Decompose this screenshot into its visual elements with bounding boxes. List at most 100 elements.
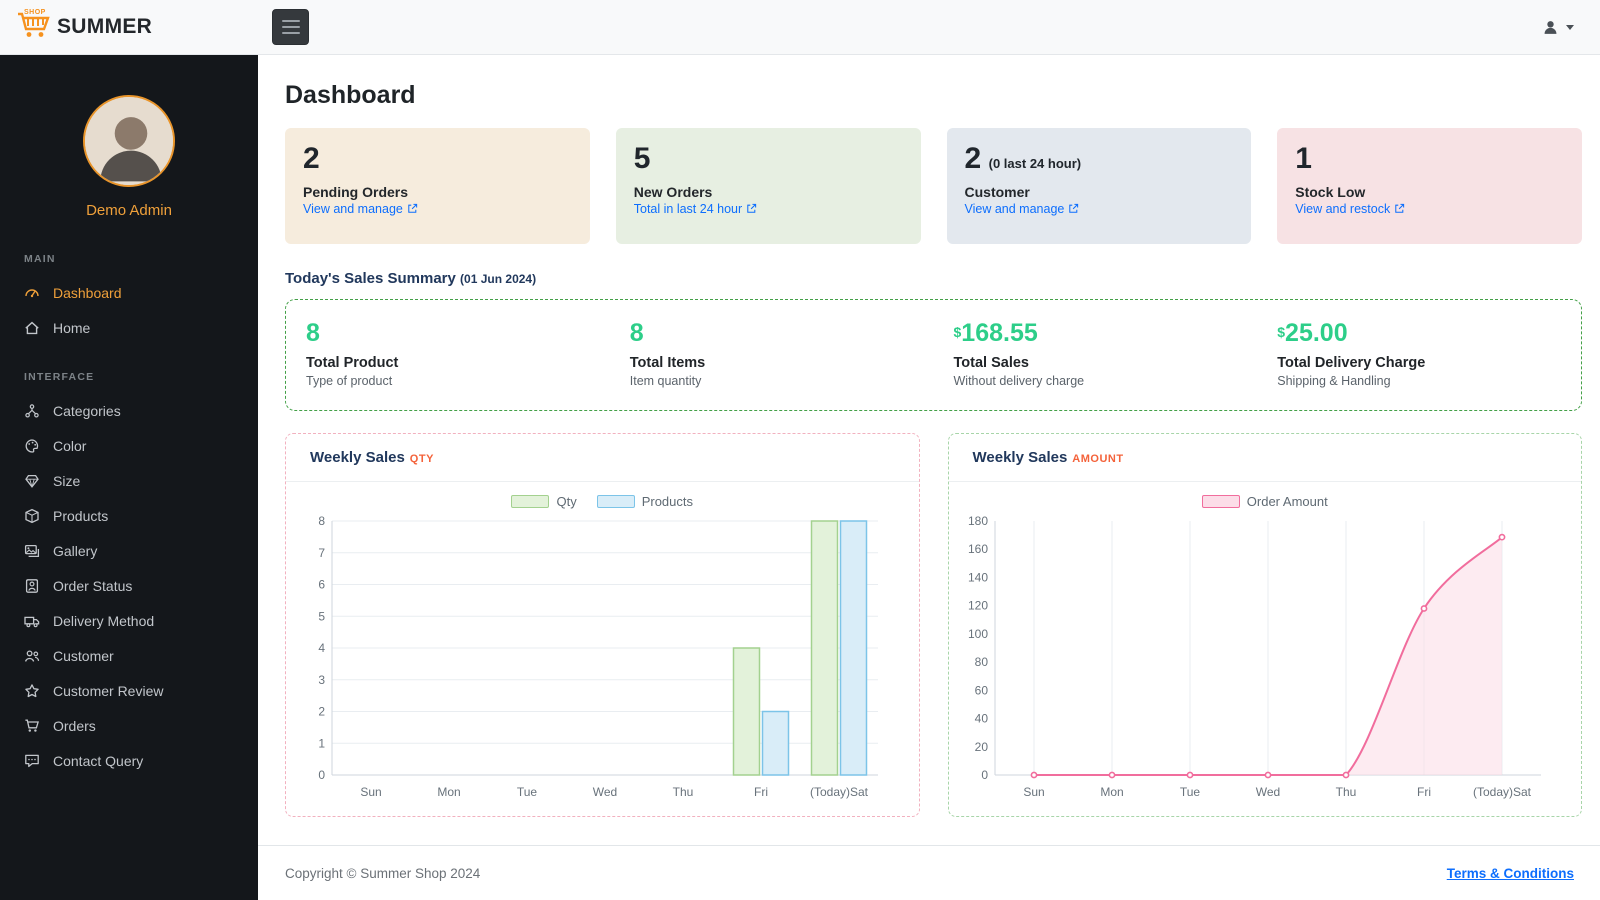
sidebar-item-label: Categories <box>53 402 121 419</box>
svg-text:Mon: Mon <box>437 785 460 799</box>
legend-swatch <box>596 494 635 508</box>
sidebar-item-contact-query[interactable]: Contact Query <box>0 743 258 778</box>
weekly-sales-amount-card: Weekly Sales AMOUNT Order Amount 0 20 40 60 8… <box>947 432 1582 817</box>
profile-block: Demo Admin <box>0 55 258 227</box>
legend-label: Products <box>641 493 694 509</box>
chart-header: Weekly Sales QTY <box>286 434 919 482</box>
amount-line-chart: 0 20 40 60 80 100 120 140 160 180 Sun Mon Tue Wed Thu F… <box>949 509 1582 816</box>
metric-total-sales: $168.55 Total Sales Without delivery cha… <box>934 316 1258 392</box>
sales-summary-heading: Today's Sales Summary (01 Jun 2024) <box>285 270 537 287</box>
svg-text:3: 3 <box>318 672 325 686</box>
logo-shop-text: SHOP <box>24 9 46 16</box>
charts-row: Weekly Sales QTY Qty Products 0 1 2 3 4 5 6 7 8 Sun… <box>285 432 1582 817</box>
stat-card-stock-low: 1 Stock Low View and restock <box>1277 128 1582 244</box>
user-menu[interactable] <box>1542 19 1574 36</box>
palette-icon <box>25 438 39 453</box>
sidebar-toggle-button[interactable] <box>272 9 309 45</box>
stat-card-pending-orders: 2 Pending Orders View and manage <box>285 128 590 244</box>
svg-text:(Today)Sat: (Today)Sat <box>810 785 869 799</box>
person-badge-icon <box>25 578 39 593</box>
external-link-icon <box>408 203 417 213</box>
metric-value: $168.55 <box>953 319 1038 347</box>
svg-text:Fri: Fri <box>754 785 768 799</box>
svg-text:80: 80 <box>974 655 988 669</box>
view-and-manage-link[interactable]: View and manage <box>303 202 418 216</box>
svg-text:Tue: Tue <box>517 785 538 799</box>
terms-link[interactable]: Terms & Conditions <box>1446 865 1574 881</box>
user-icon <box>1544 20 1557 34</box>
stat-card-customer: 2 (0 last 24 hour) Customer View and man… <box>946 128 1252 244</box>
svg-text:Sun: Sun <box>1023 785 1044 799</box>
svg-text:1: 1 <box>318 736 325 750</box>
metric-label: Total Product <box>306 354 399 371</box>
cart-icon <box>25 719 39 732</box>
stat-label: Pending Orders <box>303 183 409 200</box>
legend-item-order-amount[interactable]: Order Amount <box>1201 493 1328 509</box>
svg-text:7: 7 <box>318 545 325 559</box>
metric-sub: Shipping & Handling <box>1277 373 1391 388</box>
avatar[interactable] <box>83 95 175 187</box>
sidebar-item-home[interactable]: Home <box>0 310 258 345</box>
legend-swatch <box>1201 494 1240 508</box>
box-icon <box>25 508 39 523</box>
sidebar-item-customer-review[interactable]: Customer Review <box>0 673 258 708</box>
total-last-24-hour-link[interactable]: Total in last 24 hour <box>634 202 757 216</box>
stat-value: 2 <box>303 142 320 175</box>
view-and-restock-link[interactable]: View and restock <box>1295 202 1405 216</box>
svg-text:(Today)Sat: (Today)Sat <box>1472 785 1531 799</box>
sidebar-item-size[interactable]: Size <box>0 463 258 498</box>
people-icon <box>24 649 40 662</box>
chat-dots-icon <box>25 754 39 767</box>
layout: Demo Admin MAIN Dashboard Home INTERFACE <box>0 55 1600 900</box>
external-link-icon <box>747 203 757 213</box>
sidebar-item-categories[interactable]: Categories <box>0 393 258 428</box>
images-icon <box>24 544 40 557</box>
svg-text:5: 5 <box>318 609 325 623</box>
svg-text:100: 100 <box>967 626 987 640</box>
main-area: Dashboard 2 Pending Orders View and mana… <box>258 55 1600 900</box>
legend-item-products[interactable]: Products <box>596 493 694 509</box>
sidebar-item-customer[interactable]: Customer <box>0 638 258 673</box>
brand-logo[interactable]: SHOP SUMMER <box>0 9 258 45</box>
view-and-manage-link[interactable]: View and manage <box>965 202 1080 216</box>
legend-label: Qty <box>556 493 577 509</box>
sidebar-item-label: Customer Review <box>53 682 164 699</box>
sidebar-item-label: Contact Query <box>53 752 144 769</box>
svg-text:120: 120 <box>967 598 987 612</box>
sidebar-item-label: Gallery <box>53 542 98 559</box>
weekly-sales-qty-card: Weekly Sales QTY Qty Products 0 1 2 3 4 5 6 7 8 Sun… <box>285 432 920 817</box>
svg-text:Mon: Mon <box>1100 785 1123 799</box>
page-title: Dashboard <box>285 81 416 109</box>
svg-text:20: 20 <box>974 739 988 753</box>
sidebar-item-products[interactable]: Products <box>0 498 258 533</box>
sidebar-item-label: Delivery Method <box>53 612 155 629</box>
svg-text:Wed: Wed <box>593 785 617 799</box>
sidebar-item-order-status[interactable]: Order Status <box>0 568 258 603</box>
svg-text:2: 2 <box>318 704 325 718</box>
shopping-cart-logo-icon <box>18 12 50 37</box>
svg-text:140: 140 <box>967 570 987 584</box>
svg-text:Thu: Thu <box>673 785 694 799</box>
sidebar-item-label: Size <box>53 472 81 489</box>
sidebar-item-dashboard[interactable]: Dashboard <box>0 275 258 310</box>
svg-text:60: 60 <box>974 683 988 697</box>
svg-text:Tue: Tue <box>1179 785 1200 799</box>
nav-section-interface: INTERFACE <box>24 371 95 383</box>
legend-label: Order Amount <box>1246 493 1328 509</box>
house-icon <box>25 321 39 334</box>
admin-name: Demo Admin <box>86 202 172 219</box>
metric-total-product: 8 Total Product Type of product <box>286 316 610 392</box>
sidebar: Demo Admin MAIN Dashboard Home INTERFACE <box>0 55 258 900</box>
chart-header: Weekly Sales AMOUNT <box>948 434 1581 482</box>
chart-badge: QTY <box>409 452 434 465</box>
sidebar-item-gallery[interactable]: Gallery <box>0 533 258 568</box>
legend-item-qty[interactable]: Qty <box>511 493 577 509</box>
metric-value: $25.00 <box>1277 319 1348 347</box>
svg-text:40: 40 <box>974 711 988 725</box>
sidebar-item-color[interactable]: Color <box>0 428 258 463</box>
sidebar-item-delivery-method[interactable]: Delivery Method <box>0 603 258 638</box>
sidebar-item-orders[interactable]: Orders <box>0 708 258 743</box>
nav-section-main: MAIN <box>24 253 56 265</box>
star-icon <box>25 683 39 697</box>
metric-sub: Item quantity <box>629 373 702 388</box>
